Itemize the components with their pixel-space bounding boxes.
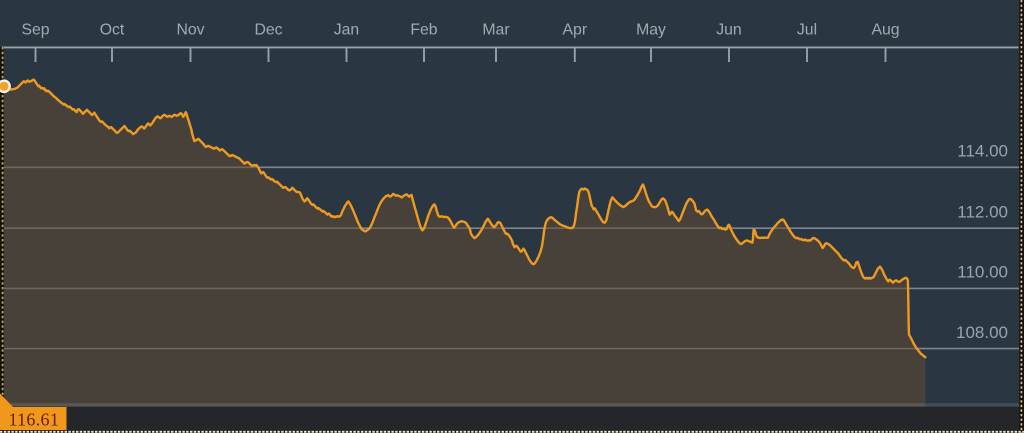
svg-text:Jun: Jun [716,22,741,39]
svg-text:116.61: 116.61 [9,410,60,430]
svg-text:May: May [636,22,666,39]
svg-text:Sep: Sep [21,22,49,39]
svg-text:Aug: Aug [871,22,899,39]
svg-text:110.00: 110.00 [957,263,1008,282]
svg-text:Jan: Jan [334,22,359,39]
svg-text:Feb: Feb [410,22,437,39]
svg-text:Apr: Apr [563,22,588,39]
svg-text:Dec: Dec [254,22,282,39]
svg-text:Mar: Mar [482,22,509,39]
svg-text:Nov: Nov [176,22,204,39]
svg-text:112.00: 112.00 [957,202,1008,221]
svg-text:108.00: 108.00 [956,323,1008,342]
svg-text:Jul: Jul [797,22,817,39]
svg-text:114.00: 114.00 [957,142,1008,161]
svg-text:Oct: Oct [100,22,125,39]
